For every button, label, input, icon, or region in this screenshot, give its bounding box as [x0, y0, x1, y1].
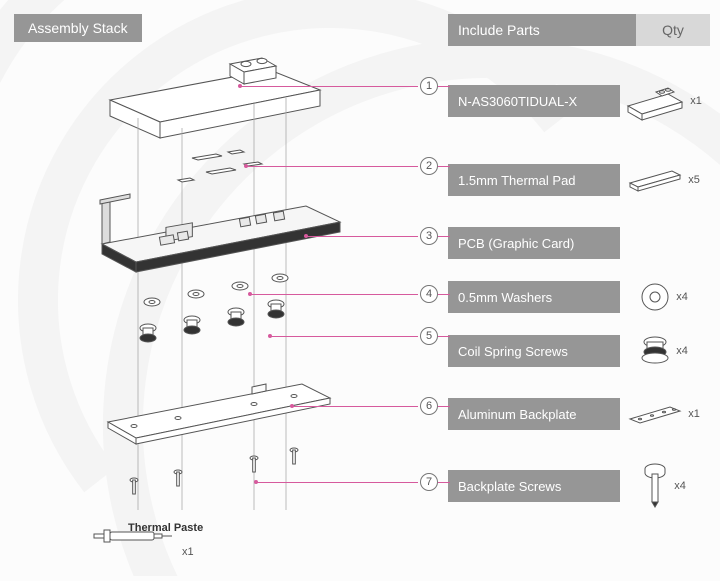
- part-qty-cell: x1: [620, 382, 706, 446]
- part-qty-cell: x4: [620, 328, 706, 374]
- leader-dot: [304, 234, 308, 238]
- thermal-paste-qty: x1: [182, 546, 194, 558]
- parts-list: N-AS3060TIDUAL-X x1 1.5mm Thermal Pad x5 PCB…: [448, 62, 710, 518]
- leader-line: [438, 166, 450, 167]
- leader-dot: [290, 404, 294, 408]
- leader-line: [438, 236, 450, 237]
- leader-dot: [268, 334, 272, 338]
- part-qty-cell: x5: [620, 148, 706, 212]
- thermal-paste-label: Thermal Paste: [128, 522, 203, 534]
- leader-dot: [244, 164, 248, 168]
- part-row: 0.5mm Washers x4: [448, 274, 710, 320]
- leader-line: [270, 336, 418, 337]
- header-include: Include Parts: [448, 14, 636, 46]
- callout-number: 6: [420, 397, 438, 415]
- parts-header: Include Parts Qty: [448, 14, 710, 46]
- part-qty: x1: [688, 408, 700, 420]
- part-row: Coil Spring Screws x4: [448, 328, 710, 374]
- part-label: 1.5mm Thermal Pad: [448, 164, 620, 196]
- part-label: N-AS3060TIDUAL-X: [448, 85, 620, 117]
- part-qty: x4: [676, 345, 688, 357]
- leader-line: [256, 482, 418, 483]
- header-qty: Qty: [636, 14, 710, 46]
- callout-number: 3: [420, 227, 438, 245]
- leader-line: [438, 336, 450, 337]
- leader-dot: [248, 292, 252, 296]
- leader-line: [250, 294, 418, 295]
- part-qty-cell: [620, 220, 706, 266]
- leader-line: [438, 86, 450, 87]
- leader-line: [438, 406, 450, 407]
- part-row: 1.5mm Thermal Pad x5: [448, 148, 710, 212]
- part-qty: x5: [688, 174, 700, 186]
- part-label: Coil Spring Screws: [448, 335, 620, 367]
- callout-number: 5: [420, 327, 438, 345]
- part-qty: x1: [690, 95, 702, 107]
- part-qty-cell: x1: [620, 62, 706, 140]
- part-row: Backplate Screws x4: [448, 454, 710, 518]
- part-label: Backplate Screws: [448, 470, 620, 502]
- callout-number: 4: [420, 285, 438, 303]
- part-row: Aluminum Backplate x1: [448, 382, 710, 446]
- assembly-title: Assembly Stack: [14, 14, 142, 42]
- callout-number: 2: [420, 157, 438, 175]
- part-qty: x4: [676, 291, 688, 303]
- part-row: N-AS3060TIDUAL-X x1: [448, 62, 710, 140]
- part-label: Aluminum Backplate: [448, 398, 620, 430]
- leader-line: [292, 406, 418, 407]
- leader-line: [438, 294, 450, 295]
- part-row: PCB (Graphic Card): [448, 220, 710, 266]
- part-qty-cell: x4: [620, 274, 706, 320]
- leader-line: [240, 86, 418, 87]
- leader-line: [246, 166, 418, 167]
- leader-line: [306, 236, 418, 237]
- part-label: PCB (Graphic Card): [448, 227, 620, 259]
- callout-number: 7: [420, 473, 438, 491]
- part-qty-cell: x4: [620, 454, 706, 518]
- leader-dot: [254, 480, 258, 484]
- part-label: 0.5mm Washers: [448, 281, 620, 313]
- leader-dot: [238, 84, 242, 88]
- callout-number: 1: [420, 77, 438, 95]
- leader-line: [438, 482, 450, 483]
- part-qty: x4: [674, 480, 686, 492]
